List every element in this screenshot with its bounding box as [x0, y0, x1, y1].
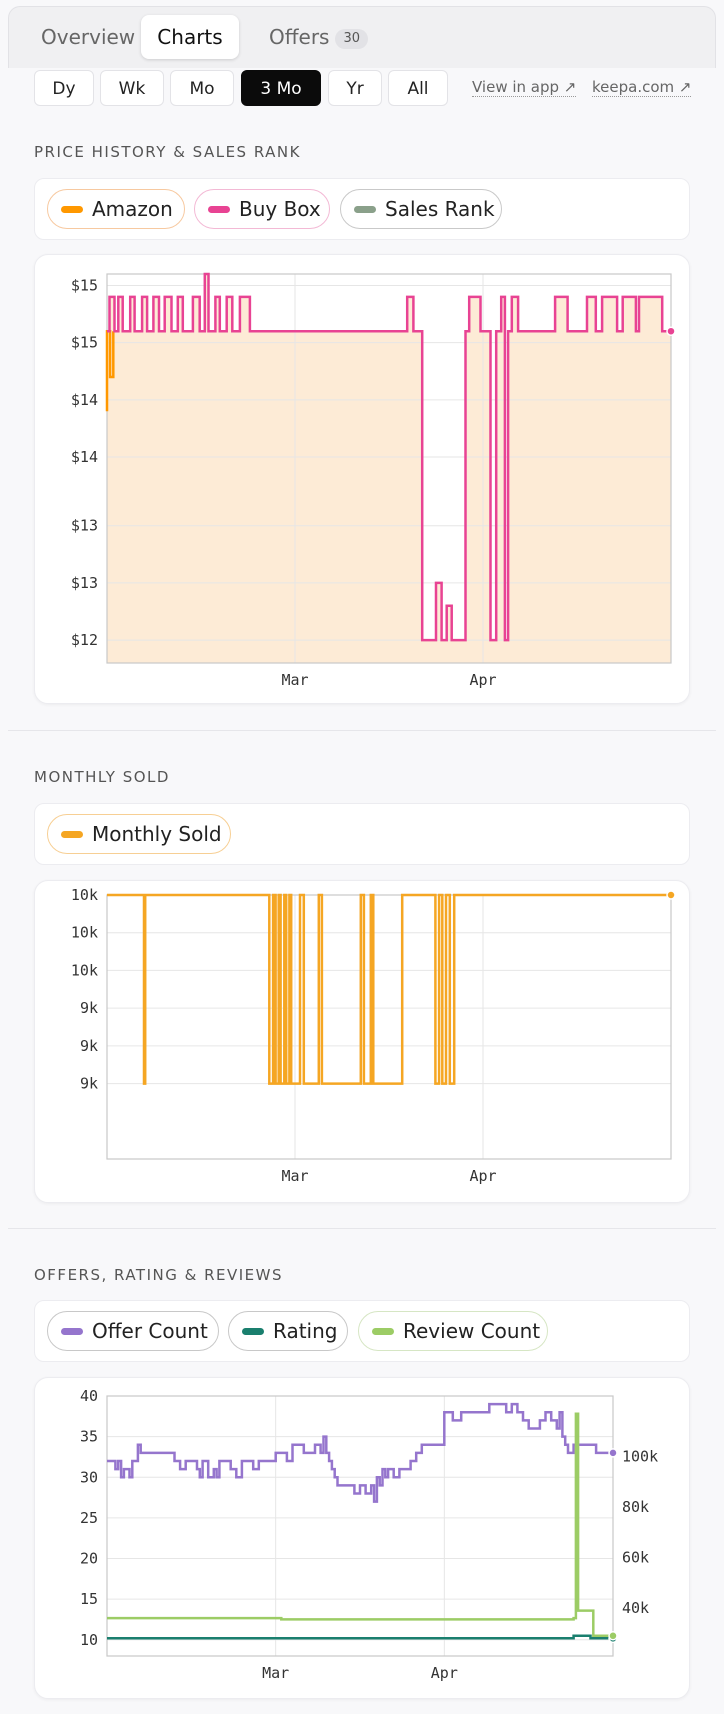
x-tick-label: Apr: [469, 671, 496, 689]
y-tick-label: 25: [80, 1509, 98, 1527]
offer-count-swatch: [61, 1328, 83, 1335]
y-tick-label: 15: [80, 1590, 98, 1608]
legend-buy-box[interactable]: Buy Box: [194, 189, 330, 229]
monthly-sold-swatch: [61, 831, 83, 838]
price-legend: Amazon Buy Box Sales Rank: [34, 178, 690, 240]
plot-frame: [106, 1395, 614, 1657]
tab-offers-label: Offers: [269, 25, 330, 49]
y-tick-label: 9k: [80, 999, 98, 1017]
range-3month-button[interactable]: 3 Mo: [241, 70, 321, 106]
legend-amazon-label: Amazon: [92, 197, 173, 221]
price-chart-card: $15 $15 $14 $14 $13 $13 $12 Mar Apr: [34, 254, 690, 704]
monthly-sold-end-point: [666, 890, 676, 900]
offer-count-end-point: [608, 1448, 618, 1458]
monthly-chart-card: 10k 10k 10k 9k 9k 9k Mar Apr: [34, 880, 690, 1203]
legend-monthly-sold[interactable]: Monthly Sold: [47, 814, 231, 854]
y-tick-label: 30: [80, 1468, 98, 1486]
y-tick-label: $14: [71, 391, 98, 409]
section-divider: [8, 1228, 716, 1229]
y-tick-label: 10k: [71, 886, 98, 904]
y-tick-label: $13: [71, 517, 98, 535]
buy-box-series-line: [107, 272, 671, 642]
monthly-section-title: MONTHLY SOLD: [34, 768, 170, 786]
tab-offers[interactable]: Offers 30: [249, 15, 388, 59]
review-count-series-line: [107, 1412, 613, 1638]
price-section-title: PRICE HISTORY & SALES RANK: [34, 143, 301, 161]
legend-review-count-label: Review Count: [403, 1319, 541, 1343]
y2-tick-label: 80k: [622, 1498, 649, 1516]
plot-frame: [106, 894, 672, 1160]
legend-buy-box-label: Buy Box: [239, 197, 321, 221]
price-chart: $15 $15 $14 $14 $13 $13 $12 Mar Apr: [71, 272, 676, 689]
monthly-chart: 10k 10k 10k 9k 9k 9k Mar Apr: [71, 886, 676, 1185]
legend-sales-rank-label: Sales Rank: [385, 197, 495, 221]
legend-sales-rank[interactable]: Sales Rank: [340, 189, 502, 229]
buy-box-swatch: [208, 206, 230, 213]
y-tick-label: 10: [80, 1631, 98, 1649]
legend-amazon[interactable]: Amazon: [47, 189, 185, 229]
y-tick-label: 10k: [71, 961, 98, 979]
view-in-app-link[interactable]: View in app ↗: [472, 78, 577, 97]
plot-frame: [106, 273, 672, 664]
sales-rank-swatch: [354, 206, 376, 213]
y-tick-label: $13: [71, 574, 98, 592]
tab-bar: Overview Charts Offers 30: [8, 6, 716, 68]
y2-tick-label: 40k: [622, 1599, 649, 1617]
y-tick-label: 9k: [80, 1037, 98, 1055]
y-tick-label: $15: [71, 276, 98, 294]
y-tick-label: 40: [80, 1387, 98, 1405]
keepa-link[interactable]: keepa.com ↗: [592, 78, 692, 97]
legend-monthly-sold-label: Monthly Sold: [92, 822, 222, 846]
legend-rating-label: Rating: [273, 1319, 338, 1343]
price-area-fill: [107, 274, 671, 663]
offers-legend: Offer Count Rating Review Count: [34, 1300, 690, 1362]
x-tick-label: Apr: [469, 1167, 496, 1185]
range-year-button[interactable]: Yr: [328, 70, 382, 106]
offers-chart-card: 40 35 30 25 20 15 10 100k 80k 60k 40k Mar Apr: [34, 1377, 690, 1699]
review-count-swatch: [372, 1328, 394, 1335]
review-count-end-point: [608, 1631, 618, 1641]
rating-swatch: [242, 1328, 264, 1335]
amazon-swatch: [61, 206, 83, 213]
x-tick-label: Mar: [262, 1664, 289, 1682]
y2-tick-label: 100k: [622, 1448, 658, 1466]
legend-rating[interactable]: Rating: [228, 1311, 348, 1351]
tab-charts[interactable]: Charts: [141, 15, 239, 59]
y-tick-label: $14: [71, 448, 98, 466]
y-tick-label: $12: [71, 631, 98, 649]
y-tick-label: 9k: [80, 1075, 98, 1093]
rating-series-line: [107, 1634, 613, 1640]
offers-count-badge: 30: [335, 29, 369, 49]
x-tick-label: Mar: [281, 671, 308, 689]
range-month-button[interactable]: Mo: [170, 70, 234, 106]
range-all-button[interactable]: All: [388, 70, 448, 106]
y-tick-label: 35: [80, 1428, 98, 1446]
y-tick-label: 20: [80, 1550, 98, 1568]
legend-offer-count-label: Offer Count: [92, 1319, 208, 1343]
y2-tick-label: 60k: [622, 1549, 649, 1567]
tab-charts-label: Charts: [157, 25, 223, 49]
y-tick-label: $15: [71, 334, 98, 352]
section-divider: [8, 730, 716, 731]
range-week-button[interactable]: Wk: [100, 70, 164, 106]
x-tick-label: Apr: [431, 1664, 458, 1682]
tab-overview-label: Overview: [41, 25, 136, 49]
offers-section-title: OFFERS, RATING & REVIEWS: [34, 1266, 284, 1284]
offer-count-series-line: [107, 1402, 613, 1503]
buy-box-end-point: [666, 326, 676, 336]
offers-chart: 40 35 30 25 20 15 10 100k 80k 60k 40k Mar Apr: [80, 1387, 658, 1682]
legend-review-count[interactable]: Review Count: [358, 1311, 548, 1351]
monthly-legend: Monthly Sold: [34, 803, 690, 865]
monthly-sold-series-line: [107, 893, 671, 1085]
y-tick-label: 10k: [71, 924, 98, 942]
amazon-series-line: [105, 329, 115, 412]
x-tick-label: Mar: [281, 1167, 308, 1185]
legend-offer-count[interactable]: Offer Count: [47, 1311, 219, 1351]
range-day-button[interactable]: Dy: [34, 70, 94, 106]
tab-overview[interactable]: Overview: [21, 15, 155, 59]
